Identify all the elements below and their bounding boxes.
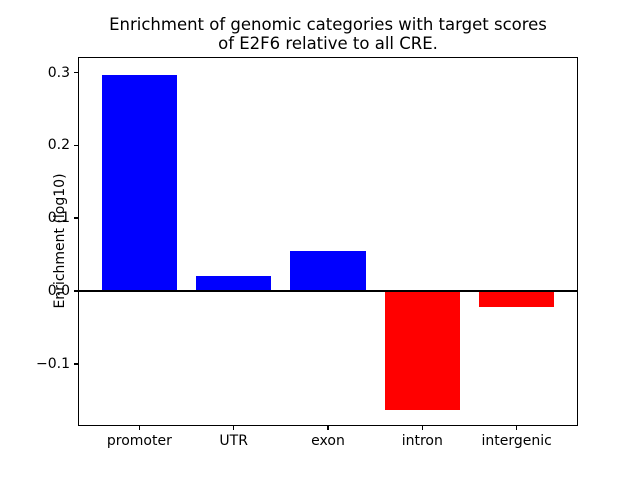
zero-line xyxy=(79,290,577,293)
chart-title-line2: of E2F6 relative to all CRE. xyxy=(218,34,438,53)
x-tick xyxy=(515,426,518,430)
bar-UTR xyxy=(195,276,272,291)
x-tick xyxy=(421,426,423,430)
y-tick xyxy=(74,217,78,219)
x-tick-label: promoter xyxy=(106,433,172,449)
x-tick-label: UTR xyxy=(219,433,248,449)
y-tick xyxy=(74,71,78,74)
chart-title: Enrichment of genomic categories with ta… xyxy=(79,15,577,53)
bar-intergenic xyxy=(478,291,555,308)
y-tick-label: 0.1 xyxy=(47,210,70,227)
bar-intron xyxy=(384,291,461,410)
y-tick-label: 0.2 xyxy=(47,137,70,154)
x-tick-label: exon xyxy=(311,433,345,449)
y-tick-label: 0.0 xyxy=(47,283,70,300)
bar-promoter xyxy=(101,74,178,291)
y-tick-label: −0.1 xyxy=(36,355,70,372)
x-tick-label: intergenic xyxy=(481,433,552,449)
x-tick-label: intron xyxy=(401,433,443,449)
x-tick xyxy=(232,426,235,430)
y-tick xyxy=(74,290,78,292)
y-tick-label: 0.3 xyxy=(47,64,70,81)
bar-exon xyxy=(290,250,366,291)
x-tick xyxy=(138,426,141,430)
plot-area xyxy=(78,57,578,426)
x-tick xyxy=(327,426,329,430)
y-tick xyxy=(74,363,78,365)
y-tick xyxy=(74,144,78,147)
chart-title-line1: Enrichment of genomic categories with ta… xyxy=(109,15,547,34)
